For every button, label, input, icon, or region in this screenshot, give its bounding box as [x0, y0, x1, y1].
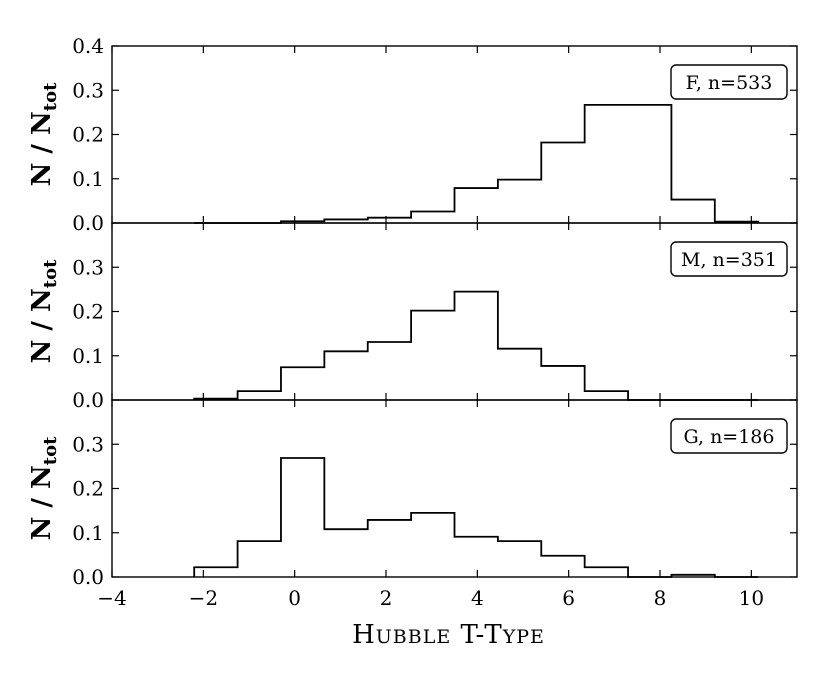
xtick-label: 10 [739, 586, 764, 610]
xtick-label: 8 [654, 586, 667, 610]
panel-g-legend-box [670, 418, 788, 454]
panel-m-ytick-label: 0.1 [72, 344, 104, 368]
xtick-label: 6 [562, 586, 575, 610]
panel-g-ylabel: N / Ntot [27, 436, 61, 540]
panel-m-ytick-label: 0.3 [72, 255, 104, 279]
panel-g-ytick-label: 0.3 [72, 432, 104, 456]
xtick-label: 4 [471, 586, 484, 610]
panel-f-legend-box [670, 64, 788, 100]
panel-m-ytick-label: 0.0 [72, 388, 104, 412]
panel-f-ytick-label: 0.1 [72, 167, 104, 191]
panel-g-legend-label: G, n=186 [683, 426, 774, 448]
panel-f-ytick-label: 0.3 [72, 78, 104, 102]
panel-m-ytick-label: 0.2 [72, 300, 104, 324]
panel-g-ytick-label: 0.0 [72, 565, 104, 589]
x-axis-label: HUBBLE T-TYPE [352, 620, 545, 650]
panel-f-histogram [194, 103, 760, 224]
panel-f-ytick-label: 0.4 [72, 34, 104, 58]
xtick-label: 2 [380, 586, 393, 610]
panel-f-ytick-label: 0.0 [72, 211, 104, 235]
panel-m-ylabel: N / Ntot [27, 259, 61, 363]
panel-f-ylabel: N / Ntot [27, 82, 61, 186]
xtick-label: −2 [189, 586, 218, 610]
panel-m-legend-box [670, 241, 788, 277]
panel-g-ytick-label: 0.2 [72, 477, 104, 501]
panel-f-ytick-label: 0.2 [72, 123, 104, 147]
xtick-label: 0 [288, 586, 301, 610]
panel-g-histogram [193, 457, 759, 578]
panel-g-ytick-label: 0.1 [72, 521, 104, 545]
panel-f-legend-label: F, n=533 [686, 72, 773, 94]
panel-m-legend-label: M, n=351 [681, 249, 777, 271]
xtick-label: −4 [97, 586, 126, 610]
panel-m-histogram [193, 290, 759, 401]
